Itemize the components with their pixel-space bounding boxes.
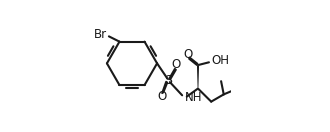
Text: O: O bbox=[171, 58, 180, 71]
Text: O: O bbox=[158, 90, 167, 103]
Text: Br: Br bbox=[94, 28, 107, 41]
Text: NH: NH bbox=[184, 91, 202, 104]
Polygon shape bbox=[197, 65, 199, 88]
Text: S: S bbox=[164, 74, 172, 87]
Text: OH: OH bbox=[211, 55, 229, 67]
Text: O: O bbox=[183, 48, 192, 61]
